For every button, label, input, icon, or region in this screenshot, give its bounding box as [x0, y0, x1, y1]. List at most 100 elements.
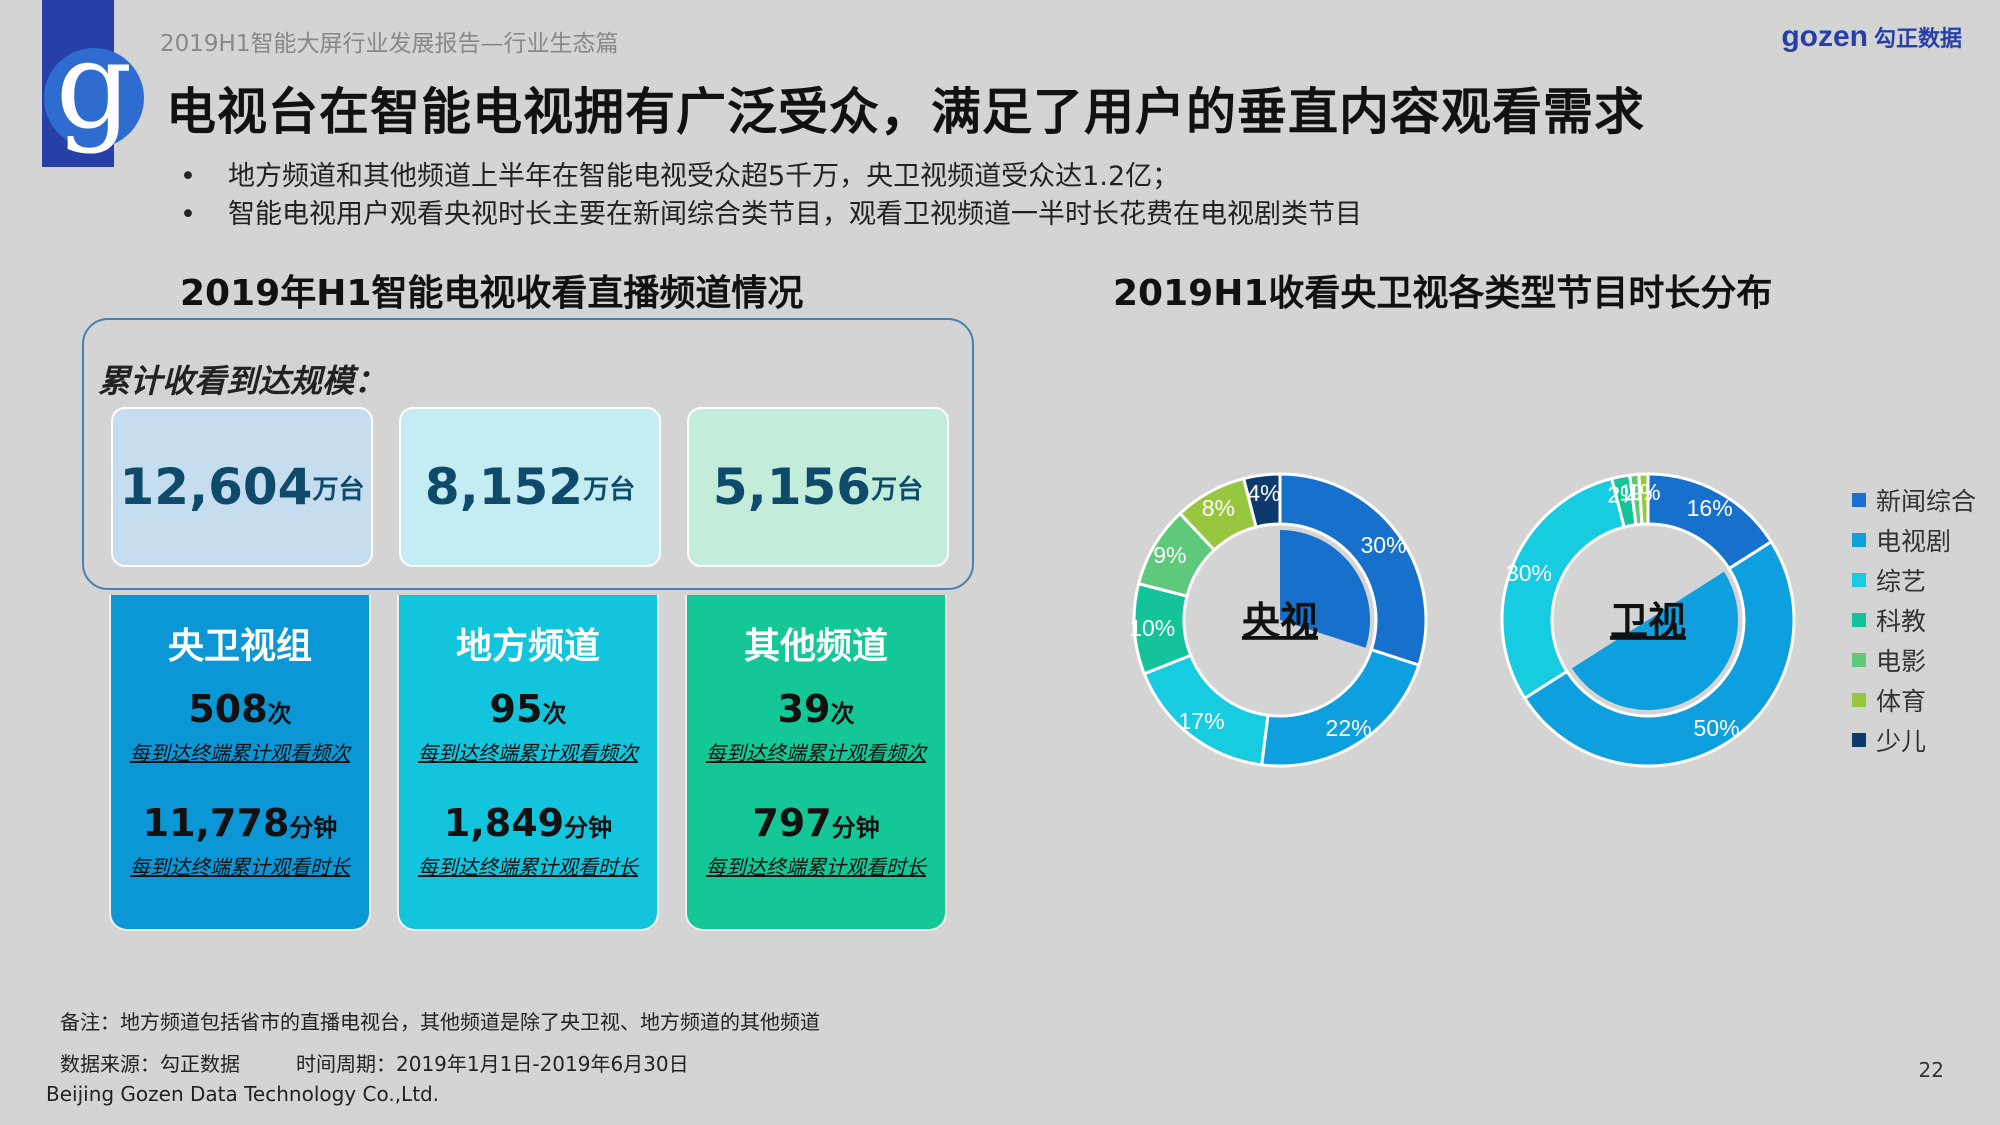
reach-value: 8,152	[424, 458, 584, 516]
legend-label: 体育	[1876, 687, 1927, 716]
legend-label: 科教	[1876, 607, 1927, 636]
donut-inner-wedge	[1280, 530, 1370, 648]
time-period: 时间周期：2019年1月1日-2019年6月30日	[296, 1052, 689, 1076]
group-card-other: 其他频道 39次 每到达终端累计观看频次 797分钟 每到达终端累计观看时长	[685, 595, 947, 931]
legend-label: 新闻综合	[1876, 487, 1977, 516]
group-card-cctv-satellite: 央卫视组 508次 每到达终端累计观看频次 11,778分钟 每到达终端累计观看…	[109, 595, 371, 931]
dur-value: 1,849	[443, 801, 565, 845]
legend-item: 少儿	[1852, 720, 1976, 760]
logo-letter: g	[55, 17, 133, 156]
bullet-list: 地方频道和其他频道上半年在智能电视受众超5千万，央卫视频道受众达1.2亿； 智能…	[180, 158, 1362, 234]
slice-label: 10%	[1129, 615, 1175, 641]
dur-metric: 797分钟	[687, 801, 945, 845]
freq-value: 95	[489, 687, 543, 731]
report-title: 2019H1智能大屏行业发展报告—行业生态篇	[160, 31, 619, 57]
reach-label: 累计收看到达规模：	[98, 362, 387, 400]
dur-value: 797	[752, 801, 832, 845]
legend-item: 体育	[1852, 680, 1976, 720]
group-card-local: 地方频道 95次 每到达终端累计观看频次 1,849分钟 每到达终端累计观看时长	[397, 595, 659, 931]
legend-swatch	[1852, 693, 1866, 707]
brand-name: gozen	[1781, 20, 1868, 53]
group-title: 地方频道	[455, 626, 600, 667]
group-title: 其他频道	[743, 626, 888, 667]
legend-label: 综艺	[1876, 567, 1927, 596]
slice-label: 22%	[1326, 715, 1372, 741]
legend-swatch	[1852, 613, 1866, 627]
dur-unit: 分钟	[289, 814, 338, 842]
slice-label: 30%	[1506, 560, 1552, 586]
legend-label: 少儿	[1876, 727, 1927, 756]
bullet-item: 智能电视用户观看央视时长主要在新闻综合类节目，观看卫视频道一半时长花费在电视剧类…	[180, 196, 1362, 234]
dur-unit: 分钟	[831, 814, 880, 842]
brand-logo: gozen 勾正数据	[1781, 20, 1962, 54]
bullet-item: 地方频道和其他频道上半年在智能电视受众超5千万，央卫视频道受众达1.2亿；	[180, 158, 1362, 196]
freq-desc: 每到达终端累计观看频次	[418, 741, 638, 765]
page-number: 22	[1918, 1058, 1944, 1082]
reach-unit: 万台	[871, 474, 924, 505]
donut-slice-卫视-电视剧	[1522, 539, 1796, 768]
reach-card-cctv-satellite: 12,604 万台	[111, 407, 373, 567]
freq-desc: 每到达终端累计观看频次	[130, 741, 350, 765]
legend-swatch	[1852, 493, 1866, 507]
dur-desc: 每到达终端累计观看时长	[706, 855, 926, 879]
company-name: Beijing Gozen Data Technology Co.,Ltd.	[46, 1082, 440, 1106]
chart-title: 2019H1收看央卫视各类型节目时长分布	[1113, 273, 1773, 314]
freq-metric: 508次	[111, 687, 369, 731]
freq-value: 508	[188, 687, 268, 731]
legend-item: 电影	[1852, 640, 1976, 680]
dur-unit: 分钟	[564, 814, 613, 842]
freq-unit: 次	[830, 700, 855, 728]
dur-value: 11,778	[142, 801, 290, 845]
brand-cn: 勾正数据	[1873, 26, 1962, 51]
freq-desc: 每到达终端累计观看频次	[706, 741, 926, 765]
reach-box	[82, 318, 974, 590]
left-section-title: 2019年H1智能电视收看直播频道情况	[180, 273, 804, 314]
legend-swatch	[1852, 533, 1866, 547]
donut-inner-wedge	[1572, 571, 1738, 710]
reach-value: 12,604	[119, 458, 313, 516]
logo-circle	[44, 48, 144, 148]
donut-slice-卫视-体育	[1637, 472, 1650, 526]
reach-unit: 万台	[312, 474, 365, 505]
reach-card-local: 8,152 万台	[399, 407, 661, 567]
freq-metric: 95次	[399, 687, 657, 731]
dur-desc: 每到达终端累计观看时长	[418, 855, 638, 879]
donut-center-label: 卫视	[1610, 599, 1686, 643]
donut-slice-央视-少儿	[1241, 472, 1282, 529]
slice-label: 50%	[1694, 715, 1740, 741]
footnote: 备注：地方频道包括省市的直播电视台，其他频道是除了央卫视、地方频道的其他频道	[60, 1010, 820, 1034]
donut-center-label: 央视	[1242, 599, 1318, 643]
reach-card-other: 5,156 万台	[687, 407, 949, 567]
legend-item: 综艺	[1852, 560, 1976, 600]
freq-unit: 次	[267, 700, 292, 728]
data-source: 数据来源：勾正数据	[60, 1052, 240, 1076]
dur-desc: 每到达终端累计观看时长	[130, 855, 350, 879]
dur-metric: 11,778分钟	[111, 801, 369, 845]
legend-label: 电视剧	[1876, 527, 1952, 556]
slice-label: 4%	[1247, 480, 1280, 506]
slice-label: 16%	[1687, 495, 1733, 521]
reach-unit: 万台	[583, 474, 636, 505]
group-title: 央卫视组	[167, 626, 312, 667]
donut-slice-卫视-综艺	[1500, 476, 1626, 701]
slice-label: 1%	[1627, 479, 1660, 505]
freq-value: 39	[777, 687, 831, 731]
slice-label: 17%	[1179, 708, 1225, 734]
legend-swatch	[1852, 573, 1866, 587]
donut-slice-央视-新闻综合	[1278, 472, 1428, 668]
page-title: 电视台在智能电视拥有广泛受众，满足了用户的垂直内容观看需求	[166, 83, 1645, 141]
legend-swatch	[1852, 653, 1866, 667]
legend-item: 电视剧	[1852, 520, 1976, 560]
slice-label: 9%	[1153, 542, 1186, 568]
freq-metric: 39次	[687, 687, 945, 731]
dur-metric: 1,849分钟	[399, 801, 657, 845]
legend-item: 新闻综合	[1852, 480, 1976, 520]
reach-value: 5,156	[712, 458, 872, 516]
legend-label: 电影	[1876, 647, 1927, 676]
legend-swatch	[1852, 733, 1866, 747]
chart-legend: 新闻综合电视剧综艺科教电影体育少儿	[1852, 480, 1976, 760]
legend-item: 科教	[1852, 600, 1976, 640]
slice-label: 8%	[1202, 495, 1235, 521]
freq-unit: 次	[542, 700, 567, 728]
